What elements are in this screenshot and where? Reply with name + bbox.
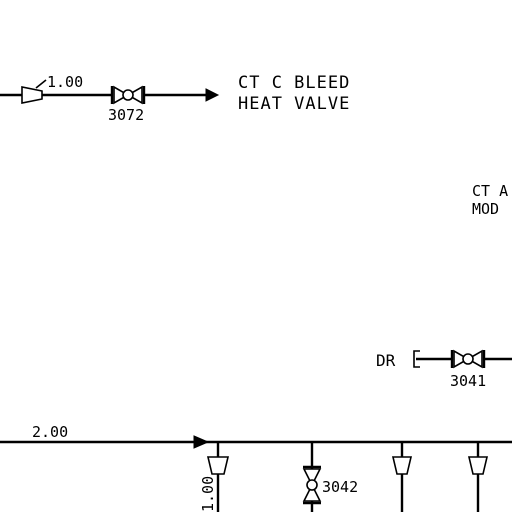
branch-1: 1.00 (199, 442, 230, 512)
right-note-line1: CT A (472, 182, 508, 200)
reducer-symbol (206, 456, 230, 475)
drain-cap (413, 350, 420, 368)
drain-label: DR (376, 351, 396, 370)
valve-3072-tag: 3072 (108, 106, 144, 124)
destination-line2: HEAT VALVE (238, 94, 350, 114)
top-process-line: 1.00 3072 CT C BLEED HEAT VALVE (0, 73, 350, 124)
reducer-symbol (391, 456, 413, 475)
valve-3041-tag: 3041 (450, 372, 486, 390)
valve-3042[interactable] (302, 465, 322, 505)
flow-arrow-right (205, 88, 220, 102)
header-flow-arrow (193, 435, 210, 449)
header-size-label: 2.00 (32, 423, 68, 441)
branch-size-label: 1.00 (199, 476, 217, 512)
destination-line1: CT C BLEED (238, 73, 350, 93)
branch-3 (391, 442, 413, 512)
valve-3041[interactable] (450, 349, 486, 369)
reducer-symbol (467, 456, 489, 475)
branch-2: 3042 (302, 442, 358, 512)
branch-4 (467, 442, 489, 512)
right-note: CT A MOD (472, 182, 508, 218)
drain-line: DR 3041 (376, 349, 512, 390)
right-note-line2: MOD (472, 200, 499, 218)
bottom-header: 2.00 1.00 3042 (0, 423, 512, 512)
reducer-symbol (21, 86, 43, 104)
valve-3042-tag: 3042 (322, 478, 358, 496)
valve-3072[interactable] (110, 85, 146, 105)
top-line-size-label: 1.00 (47, 73, 83, 91)
size-leader (35, 79, 47, 89)
